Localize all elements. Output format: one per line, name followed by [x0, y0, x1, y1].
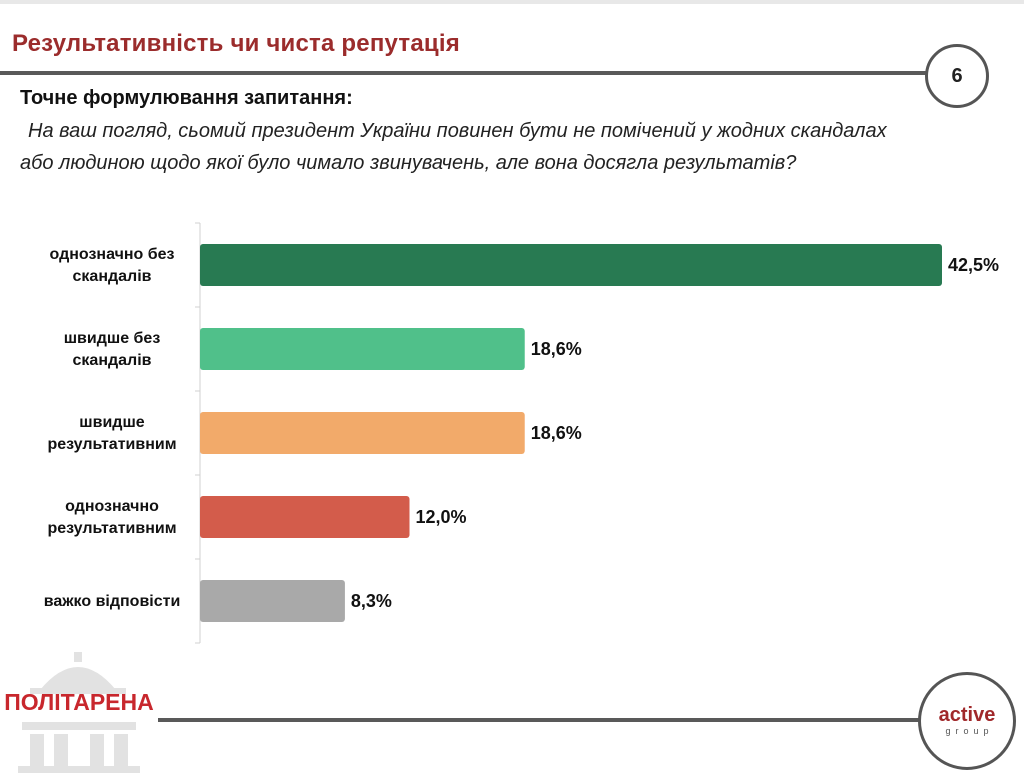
question-text: На ваш погляд, сьомий президент України … — [20, 115, 1010, 179]
active-group-logo: active group — [918, 672, 1016, 770]
bar-4 — [200, 496, 410, 538]
active-group-logo-main: active — [938, 704, 996, 726]
category-label-4-line-1: однозначно — [65, 498, 159, 515]
bar-value-label-4: 12,0% — [416, 507, 467, 527]
top-border — [0, 0, 1024, 4]
category-label-3-line-2: результативним — [47, 436, 176, 453]
bar-3 — [200, 412, 525, 454]
title-divider — [0, 71, 930, 75]
question-label: Точне формулювання запитання: — [20, 87, 353, 109]
category-label-2-line-2: скандалів — [73, 352, 152, 369]
bar-value-label-3: 18,6% — [531, 423, 582, 443]
politarena-logo: ПОЛІТАРЕНА — [4, 652, 154, 773]
bar-5 — [200, 580, 345, 622]
bar-value-label-2: 18,6% — [531, 339, 582, 359]
bar-value-label-1: 42,5% — [948, 255, 999, 275]
active-group-logo-sub: group — [945, 726, 994, 736]
bar-value-label-5: 8,3% — [351, 591, 392, 611]
bar-chart: 42,5% однозначно без скандалів 18,6% швидше … — [44, 222, 999, 644]
category-label-2-line-1: швидше без — [64, 330, 161, 347]
category-label-5-line-1: важко відповісти — [44, 593, 181, 610]
category-label-3-line-1: швидше — [79, 414, 145, 431]
question-line-1: На ваш погляд, сьомий президент України … — [28, 120, 887, 142]
category-label-1-line-1: однозначно без — [50, 246, 175, 263]
page-number: 6 — [925, 44, 989, 108]
bar-1 — [200, 244, 942, 286]
politarena-logo-text: ПОЛІТАРЕНА — [4, 689, 154, 715]
question-line-2: або людиною щодо якої було чимало звинув… — [20, 152, 797, 174]
bottom-divider — [158, 718, 924, 722]
category-label-1-line-2: скандалів — [73, 268, 152, 285]
bar-2 — [200, 328, 525, 370]
category-label-4-line-2: результативним — [47, 520, 176, 537]
slide-title: Результативність чи чиста репутація — [12, 30, 460, 57]
